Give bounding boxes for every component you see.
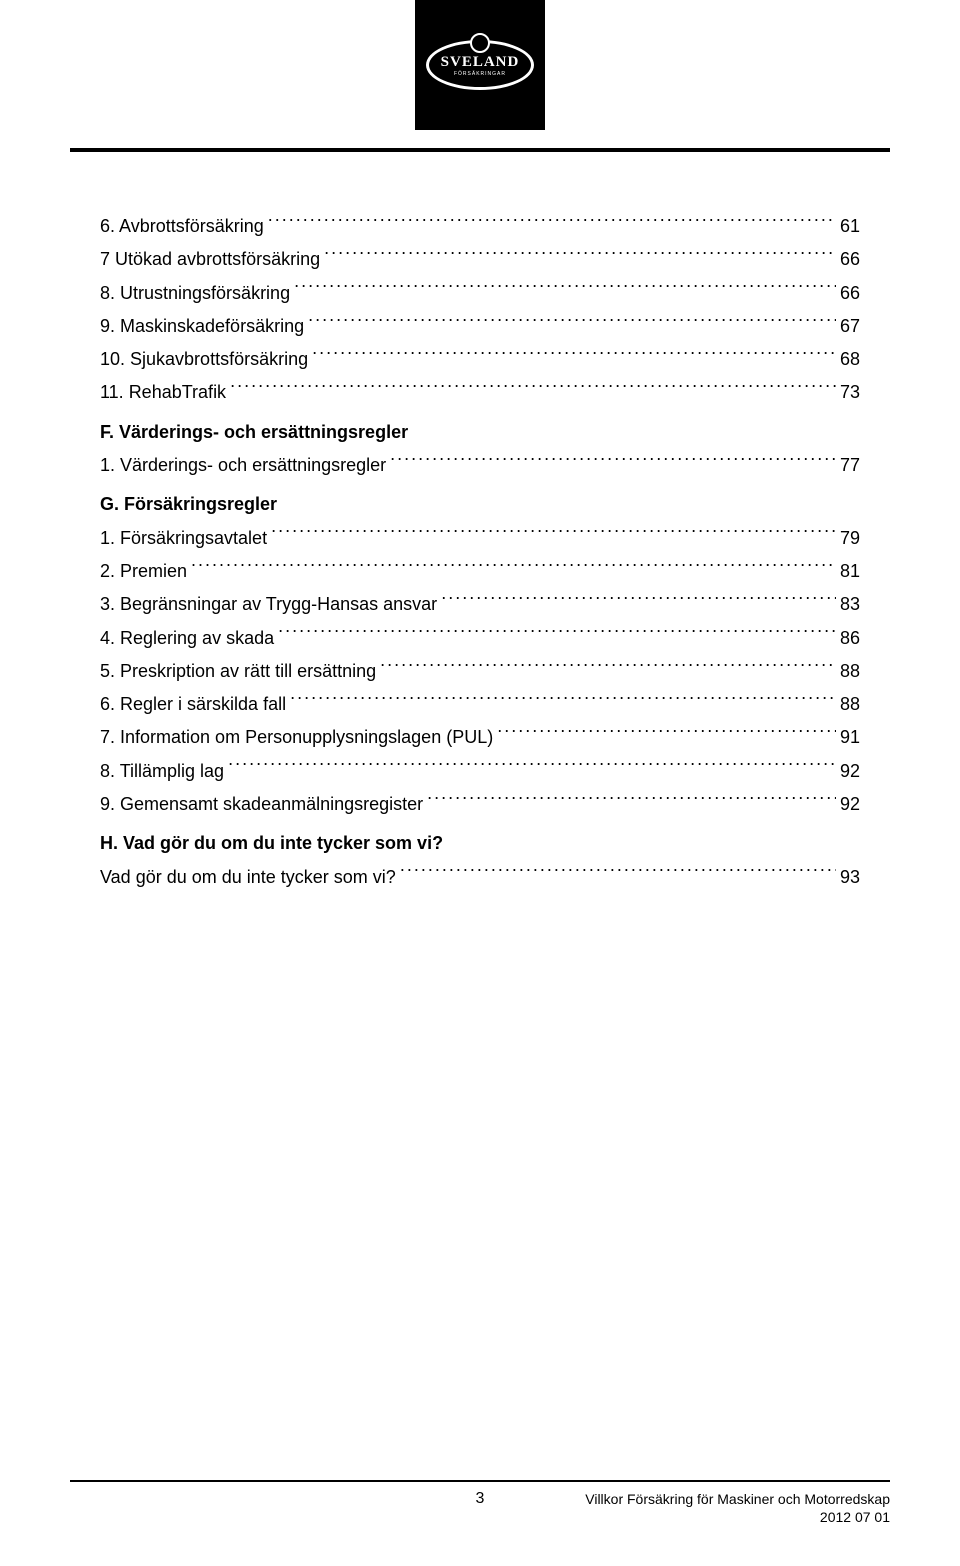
toc-item-label: 8. Utrustningsförsäkring [100,277,290,310]
toc-item-page: 83 [840,588,860,621]
toc-leader-dots [441,590,836,610]
toc-item: 2. Premien 81 [100,555,860,588]
toc-item-page: 66 [840,277,860,310]
toc-item: 3. Begränsningar av Trygg-Hansas ansvar 8… [100,588,860,621]
footer-right: Villkor Försäkring för Maskiner och Moto… [562,1490,890,1526]
toc-item-label: 4. Reglering av skada [100,622,274,655]
toc-item-label: 5. Preskription av rätt till ersättning [100,655,376,688]
toc-leader-dots [324,246,836,266]
toc-item-label: 8. Tillämplig lag [100,755,224,788]
toc-item: 1. Värderings- och ersättningsregler 77 [100,449,860,482]
logo-banner: SVELAND FÖRSÄKRINGAR [415,0,545,130]
logo-text-main: SVELAND [441,54,520,71]
toc-item: 5. Preskription av rätt till ersättning 8… [100,655,860,688]
toc-item-page: 92 [840,755,860,788]
page: SVELAND FÖRSÄKRINGAR 6. Avbrottsförsäkri… [0,0,960,1566]
toc-section-label: F. Värderings- och ersättningsregler [100,416,408,449]
toc-item-label: 6. Regler i särskilda fall [100,688,286,721]
toc-item: 7 Utökad avbrottsförsäkring 66 [100,243,860,276]
toc-item-label: 9. Gemensamt skadeanmälningsregister [100,788,423,821]
toc-leader-dots [278,624,836,644]
toc-item: 8. Tillämplig lag 92 [100,755,860,788]
toc-item-label: Vad gör du om du inte tycker som vi? [100,861,396,894]
toc-leader-dots [400,863,836,883]
toc-item-page: 88 [840,655,860,688]
toc-item-page: 81 [840,555,860,588]
toc-leader-dots [390,451,836,471]
toc-leader-dots [290,690,836,710]
toc-section: F. Värderings- och ersättningsregler [100,416,860,449]
toc-item-page: 73 [840,376,860,409]
footer-doc-date: 2012 07 01 [562,1508,890,1526]
toc-item-page: 66 [840,243,860,276]
top-rule [70,148,890,152]
toc-item: 9. Maskinskadeförsäkring 67 [100,310,860,343]
toc-item-label: 1. Värderings- och ersättningsregler [100,449,386,482]
toc-item-label: 1. Försäkringsavtalet [100,522,267,555]
toc-item-page: 79 [840,522,860,555]
toc-item-page: 67 [840,310,860,343]
toc-item-page: 68 [840,343,860,376]
logo-wrap: SVELAND FÖRSÄKRINGAR [415,0,545,130]
logo-text-sub: FÖRSÄKRINGAR [454,71,506,77]
toc-item: 8. Utrustningsförsäkring 66 [100,277,860,310]
toc-leader-dots [191,557,836,577]
toc-item-page: 88 [840,688,860,721]
toc: 6. Avbrottsförsäkring617 Utökad avbrotts… [100,210,860,894]
footer-doc-title: Villkor Försäkring för Maskiner och Moto… [562,1490,890,1508]
toc-item-page: 92 [840,788,860,821]
footer-page-number: 3 [476,1490,485,1508]
toc-leader-dots [268,212,836,232]
toc-leader-dots [308,312,836,332]
toc-leader-dots [294,279,836,299]
toc-leader-dots [427,790,836,810]
logo-ellipse: SVELAND FÖRSÄKRINGAR [426,40,534,90]
toc-item-page: 91 [840,721,860,754]
toc-leader-dots [380,657,836,677]
toc-item-page: 77 [840,449,860,482]
toc-item: 6. Regler i särskilda fall 88 [100,688,860,721]
toc-item-label: 6. Avbrottsförsäkring [100,210,264,243]
toc-item: 4. Reglering av skada 86 [100,622,860,655]
toc-leader-dots [230,379,836,399]
toc-leader-dots [228,757,836,777]
toc-item-label: 10. Sjukavbrottsförsäkring [100,343,308,376]
toc-section-label: G. Försäkringsregler [100,488,277,521]
toc-item-label: 2. Premien [100,555,187,588]
toc-item: 6. Avbrottsförsäkring 61 [100,210,860,243]
toc-item-label: 3. Begränsningar av Trygg-Hansas ansvar [100,588,437,621]
toc-section: G. Försäkringsregler [100,488,860,521]
toc-item-label: 11. RehabTrafik [100,376,226,409]
toc-item-page: 86 [840,622,860,655]
toc-leader-dots [271,524,836,544]
toc-item-page: 93 [840,861,860,894]
toc-section-label: H. Vad gör du om du inte tycker som vi? [100,827,443,860]
toc-item-page: 61 [840,210,860,243]
toc-item: 10. Sjukavbrottsförsäkring 68 [100,343,860,376]
toc-item-label: 9. Maskinskadeförsäkring [100,310,304,343]
toc-item: 9. Gemensamt skadeanmälningsregister 92 [100,788,860,821]
toc-section: H. Vad gör du om du inte tycker som vi? [100,827,860,860]
footer: 3 Villkor Försäkring för Maskiner och Mo… [70,1490,890,1526]
bottom-rule [70,1480,890,1482]
toc-leader-dots [312,345,836,365]
toc-item: 7. Information om Personupplysningslagen… [100,721,860,754]
toc-item: 1. Försäkringsavtalet 79 [100,522,860,555]
toc-item: 11. RehabTrafik 73 [100,376,860,409]
toc-leader-dots [497,724,836,744]
toc-item-label: 7. Information om Personupplysningslagen… [100,721,493,754]
toc-item: Vad gör du om du inte tycker som vi? 93 [100,861,860,894]
toc-item-label: 7 Utökad avbrottsförsäkring [100,243,320,276]
